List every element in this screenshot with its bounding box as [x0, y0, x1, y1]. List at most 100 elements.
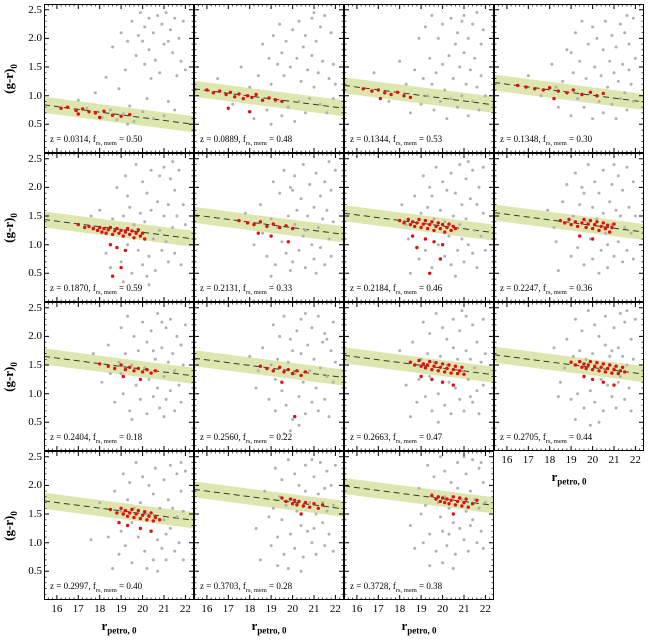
y-tick-label: 1.0 [28, 238, 42, 251]
panel-caption: z = 0.2997, frs, mem = 0.40 [50, 581, 142, 596]
scatter-panel: z = 0.2705, frs, mem = 0.44 [494, 302, 644, 451]
panel-caption: z = 0.2663, frs, mem = 0.47 [350, 432, 442, 447]
caption-z-and-f: z = 0.2663, f [350, 432, 396, 443]
y-tick-label: 2.5 [28, 3, 42, 16]
red-points [558, 217, 616, 241]
caption-f-value: = 0.44 [566, 432, 593, 443]
gray-points [372, 11, 487, 121]
panel-border [44, 302, 194, 451]
x-tick-label: 19 [415, 603, 427, 615]
y-axis-label: (g-r)0 [1, 213, 19, 243]
y-axis-label: (g-r)0 [1, 64, 19, 94]
y-tick-label: 2.5 [28, 152, 42, 165]
x-tick-label: 16 [201, 603, 213, 615]
scatter-panel: z = 0.0314, frs, mem = 0.50 [44, 4, 194, 153]
red-points [59, 105, 132, 120]
gray-points [76, 11, 187, 126]
red-points [361, 87, 413, 101]
x-axis-label: rpetro, 0 [251, 618, 286, 636]
x-tick-label: 17 [222, 603, 234, 615]
scatter-panel: z = 0.1870, frs, mem = 0.59 [44, 153, 194, 302]
gray-points [552, 309, 637, 427]
scatter-panel: z = 0.3728, frs, mem = 0.38 [344, 451, 494, 600]
panel-plot-area [344, 302, 494, 451]
red-points [398, 217, 458, 275]
scatter-panel: z = 0.2663, frs, mem = 0.47 [344, 302, 494, 451]
caption-z-and-f: z = 0.2705, f [500, 432, 546, 443]
panel-caption: z = 0.1348, frs, mem = 0.30 [500, 134, 592, 149]
x-tick-label: 17 [522, 454, 534, 466]
red-points [408, 358, 466, 387]
caption-z-and-f: z = 0.2404, f [50, 432, 96, 443]
x-tick-label: 22 [479, 603, 491, 615]
caption-f-subscript: rs, mem [245, 140, 267, 147]
major-ticks [194, 4, 344, 153]
panel-caption: z = 0.2247, frs, mem = 0.36 [500, 283, 592, 298]
caption-f-value: = 0.59 [116, 283, 143, 294]
major-ticks [344, 153, 494, 302]
panel-plot-area [344, 451, 494, 600]
x-axis-label-main: r [551, 469, 558, 484]
caption-f-subscript: rs, mem [245, 289, 267, 296]
major-ticks [44, 302, 194, 451]
caption-f-subscript: rs, mem [545, 140, 567, 147]
major-ticks [494, 302, 644, 451]
minor-ticks [44, 302, 194, 451]
y-tick-label: 2.5 [28, 301, 42, 314]
gray-points [89, 461, 187, 573]
caption-z-and-f: z = 0.1870, f [50, 283, 96, 294]
x-axis-label-subscript: petro, 0 [407, 625, 437, 636]
panel-border [494, 4, 644, 153]
y-tick-label: 2.5 [28, 450, 42, 463]
x-tick-label: 20 [587, 454, 599, 466]
x-tick-label: 18 [394, 603, 406, 615]
caption-f-subscript: rs, mem [545, 289, 567, 296]
y-tick-label: 2.0 [28, 32, 42, 45]
caption-f-subscript: rs, mem [95, 438, 117, 445]
caption-z-and-f: z = 0.2247, f [500, 283, 546, 294]
x-axis-label-subscript: petro, 0 [107, 625, 137, 636]
scatter-panel: z = 0.2404, frs, mem = 0.18 [44, 302, 194, 451]
panel-caption: z = 0.2184, frs, mem = 0.46 [350, 283, 442, 298]
major-ticks [494, 153, 644, 302]
y-axis-label-main: (g-r) [1, 515, 17, 541]
caption-z-and-f: z = 0.2997, f [50, 581, 96, 592]
gray-points [546, 163, 637, 275]
red-sequence-fit-line [44, 355, 194, 377]
y-tick-label: 1.5 [28, 61, 42, 74]
caption-f-subscript: rs, mem [95, 587, 117, 594]
minor-ticks [344, 4, 494, 153]
red-sequence-fit-line [194, 488, 344, 510]
y-tick-label: 2.0 [28, 330, 42, 343]
x-tick-label: 22 [329, 603, 341, 615]
red-sequence-fit-line [344, 84, 494, 106]
panel-plot-area [194, 153, 344, 302]
panel-caption: z = 0.1344, frs, mem = 0.53 [350, 134, 442, 149]
red-points [280, 496, 325, 516]
caption-f-value: = 0.18 [116, 432, 143, 443]
caption-f-value: = 0.30 [566, 134, 593, 145]
x-tick-label: 16 [51, 603, 63, 615]
caption-f-value: = 0.36 [566, 283, 593, 294]
x-tick-label: 19 [565, 454, 577, 466]
red-sequence-fit-line [44, 219, 194, 240]
y-tick-label: 1.0 [28, 387, 42, 400]
y-axis-label-subscript: 0 [8, 361, 19, 367]
major-ticks [344, 4, 494, 153]
caption-f-subscript: rs, mem [95, 140, 117, 147]
scatter-panel: z = 0.2131, frs, mem = 0.33 [194, 153, 344, 302]
panel-plot-area [344, 4, 494, 153]
gray-points [398, 309, 487, 424]
y-axis-label-main: (g-r) [1, 217, 17, 243]
x-tick-label: 18 [544, 454, 556, 466]
scatter-panel: z = 0.2560, frs, mem = 0.22 [194, 302, 344, 451]
panel-border [344, 153, 494, 302]
minor-ticks [194, 153, 344, 302]
red-points [569, 359, 627, 387]
x-tick-label: 21 [458, 603, 470, 615]
major-ticks [194, 153, 344, 302]
x-tick-label: 21 [158, 603, 170, 615]
panel-border [44, 451, 194, 600]
y-tick-label: 0.5 [28, 118, 42, 131]
panel-caption: z = 0.3728, frs, mem = 0.38 [350, 581, 442, 596]
